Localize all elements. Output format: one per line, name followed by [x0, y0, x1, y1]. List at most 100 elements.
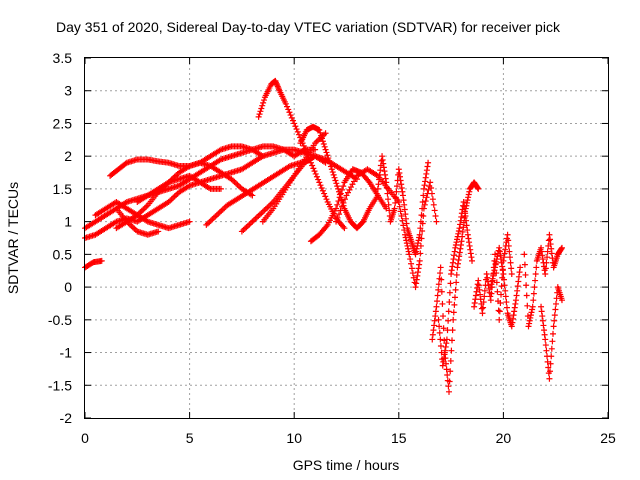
data-point	[502, 287, 509, 294]
data-point	[508, 265, 515, 272]
data-point	[419, 220, 426, 227]
data-point	[542, 265, 549, 272]
y-tick-label: 3.5	[53, 50, 73, 66]
data-point	[433, 218, 440, 225]
data-point	[285, 106, 292, 113]
data-point	[416, 231, 423, 238]
data-point	[395, 199, 402, 205]
y-tick-labels: -2 -1.5 -1 -0.5 0 0.5 1 1.5 2 2.5 3 3.5	[48, 50, 72, 426]
plot-frame	[84, 57, 609, 419]
data-point	[407, 256, 414, 263]
data-point	[339, 203, 346, 210]
data-point	[503, 299, 510, 306]
data-point	[429, 196, 436, 203]
data-point	[128, 222, 135, 229]
data-point	[432, 213, 439, 220]
data-point	[249, 192, 256, 199]
y-axis-title: SDTVAR / TECUs	[5, 182, 21, 294]
data-point	[420, 192, 427, 199]
data-point	[408, 260, 415, 267]
data-point	[398, 213, 405, 220]
data-point	[206, 219, 213, 226]
data-point	[419, 227, 426, 234]
data-series	[374, 153, 432, 258]
y-tick-label: -2	[60, 410, 73, 426]
data-point	[548, 353, 555, 360]
data-point	[213, 212, 220, 219]
data-point	[318, 132, 325, 139]
data-point	[331, 174, 338, 181]
data-point	[418, 235, 425, 242]
data-point	[500, 271, 507, 277]
data-point	[400, 222, 407, 229]
data-point	[437, 270, 444, 277]
data-point	[445, 308, 452, 315]
data-point	[547, 368, 554, 375]
data-point	[335, 185, 342, 192]
data-point	[341, 225, 348, 232]
data-point	[258, 105, 265, 112]
data-point	[129, 224, 136, 231]
data-point	[502, 293, 509, 300]
data-point	[171, 193, 178, 200]
axis-ticks	[84, 57, 609, 419]
data-series	[429, 179, 482, 395]
data-point	[481, 287, 488, 294]
data-point	[385, 196, 392, 203]
data-point	[446, 388, 453, 395]
data-point	[392, 194, 399, 201]
data-point	[241, 225, 248, 232]
data-point	[323, 196, 330, 203]
data-point	[320, 141, 327, 148]
data-point	[252, 215, 259, 222]
data-point	[496, 316, 503, 323]
data-point	[430, 201, 437, 208]
data-point	[544, 254, 551, 261]
data-point	[240, 227, 247, 234]
data-point	[267, 201, 274, 208]
data-point	[498, 291, 505, 298]
data-point	[306, 156, 313, 163]
data-point	[444, 327, 451, 334]
y-tick-label: -1.5	[48, 377, 72, 393]
data-point	[423, 194, 430, 201]
data-point	[450, 309, 457, 316]
data-point	[344, 189, 351, 196]
data-point	[392, 199, 399, 206]
data-point	[440, 313, 447, 320]
data-point	[480, 304, 487, 311]
data-point	[261, 97, 268, 104]
data-point	[394, 183, 401, 190]
data-series	[395, 179, 440, 291]
data-point	[446, 289, 453, 296]
data-point	[286, 109, 293, 116]
data-point	[548, 345, 555, 352]
data-point	[327, 160, 334, 167]
data-point	[264, 204, 271, 211]
data-point	[292, 123, 299, 130]
data-point	[546, 375, 553, 382]
data-point	[505, 237, 512, 244]
data-point	[384, 190, 391, 197]
y-tick-label: 0	[64, 279, 72, 295]
data-point	[435, 281, 442, 288]
data-point	[138, 207, 145, 214]
chart-title: Day 351 of 2020, Sidereal Day-to-day VTE…	[56, 19, 561, 35]
data-point	[440, 325, 447, 332]
data-point	[443, 336, 450, 343]
data-point	[436, 323, 443, 330]
data-point	[304, 151, 311, 158]
data-point	[249, 218, 256, 225]
data-point	[517, 264, 524, 271]
data-point	[231, 178, 238, 185]
data-point	[346, 186, 353, 193]
data-point	[155, 228, 162, 235]
data-point	[488, 290, 495, 297]
data-point	[533, 264, 540, 271]
data-point	[328, 166, 335, 173]
data-point	[501, 282, 508, 289]
data-point	[253, 214, 260, 221]
data-point	[433, 303, 440, 310]
y-tick-label: 3	[64, 83, 72, 99]
data-point	[321, 143, 328, 150]
